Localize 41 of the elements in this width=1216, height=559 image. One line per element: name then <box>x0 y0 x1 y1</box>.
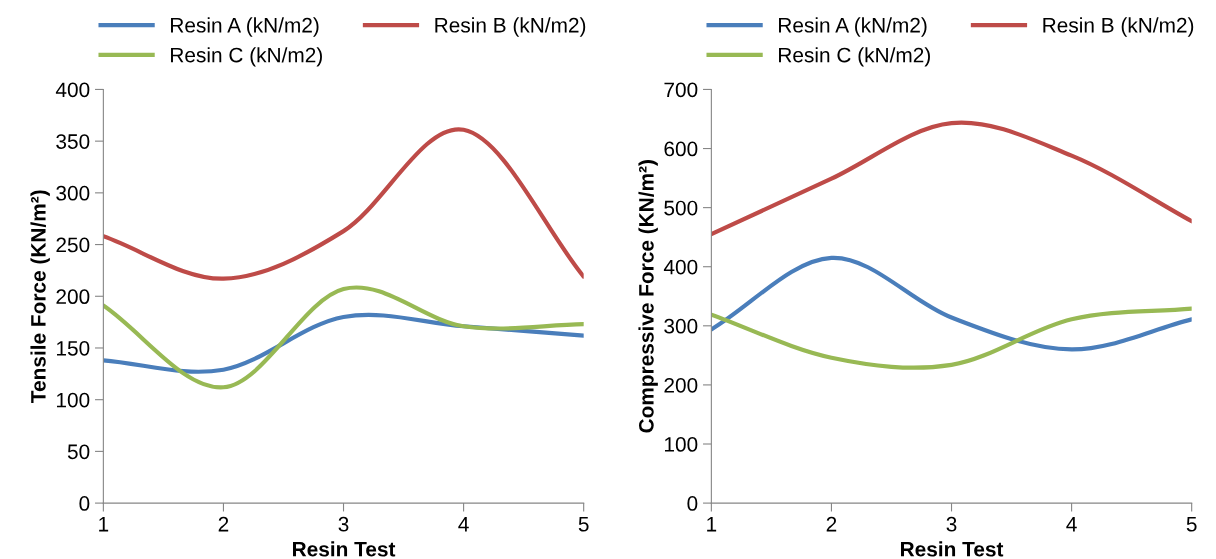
y-axis-title: Tensile Force (KN/m²) <box>30 190 50 403</box>
y-tick-label: 600 <box>664 141 698 157</box>
line-series <box>103 285 584 390</box>
x-tick-label: 3 <box>946 516 957 532</box>
y-tick-label: 0 <box>687 496 698 511</box>
y-tick-label: 400 <box>663 259 698 275</box>
legend-label: Resin C (kN/m2) <box>171 47 322 67</box>
x-tick-label: 5 <box>1186 517 1197 532</box>
y-tick-label: 100 <box>57 392 90 408</box>
y-tick-label: 400 <box>55 82 90 98</box>
x-axis-title: Resin Test <box>293 541 396 557</box>
x-tick-label: 2 <box>218 516 229 532</box>
y-tick-label: 300 <box>664 318 698 334</box>
x-tick-label: 1 <box>99 517 109 532</box>
line-series <box>711 120 1192 237</box>
y-tick-label: 150 <box>57 340 90 356</box>
y-axis-title: Compressive Force (KN/m²) <box>638 160 658 433</box>
y-tick-label: 100 <box>665 437 698 452</box>
x-tick-label: 2 <box>826 516 837 532</box>
y-tick-label: 300 <box>56 185 90 201</box>
y-tick-label: 50 <box>67 444 90 460</box>
legend-label: Resin B (kN/m2) <box>435 17 586 37</box>
legend-label: Resin A (kN/m2) <box>171 17 319 37</box>
y-tick-label: 700 <box>664 82 698 98</box>
line-series <box>711 255 1192 352</box>
x-tick-label: 4 <box>458 517 469 532</box>
x-axis-title: Resin Test <box>901 541 1004 557</box>
legend-label: Resin C (kN/m2) <box>779 47 930 67</box>
y-tick-label: 500 <box>664 200 698 216</box>
legend-label: Resin B (kN/m2) <box>1043 17 1194 37</box>
x-tick-label: 3 <box>338 516 349 532</box>
line-series <box>103 127 584 281</box>
y-tick-label: 350 <box>56 134 90 149</box>
y-tick-label: 0 <box>79 496 90 511</box>
x-tick-label: 4 <box>1066 517 1077 532</box>
y-tick-label: 200 <box>664 377 698 393</box>
y-tick-label: 250 <box>56 237 90 253</box>
legend-label: Resin A (kN/m2) <box>779 17 927 37</box>
y-tick-label: 200 <box>56 289 90 305</box>
x-tick-label: 5 <box>578 517 589 532</box>
x-tick-label: 1 <box>707 517 717 532</box>
